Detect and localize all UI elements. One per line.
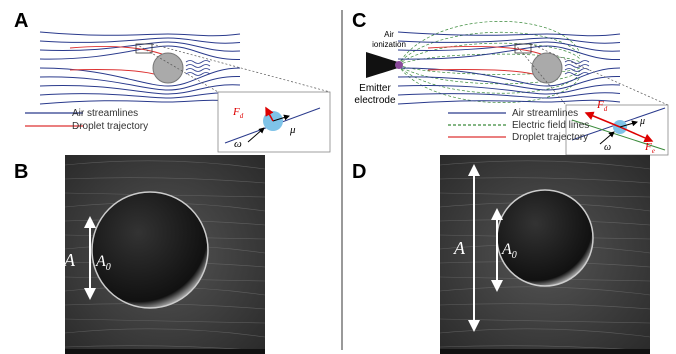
legend-text: Electric field lines — [512, 120, 589, 131]
streamline — [398, 100, 620, 104]
annotation: ionization — [372, 40, 406, 49]
streamline — [398, 93, 620, 98]
annotation: electrode — [354, 95, 396, 106]
streamline — [398, 76, 620, 90]
amplitude-label: A — [453, 238, 466, 258]
droplet-image — [92, 192, 208, 308]
wake — [565, 65, 589, 68]
streamline — [40, 100, 240, 104]
panel-label: C — [352, 10, 366, 32]
symbol: A — [95, 253, 106, 270]
legend-text: Droplet trajectory — [512, 132, 588, 143]
omega-label: ω — [234, 138, 242, 150]
figure: A B C D Air streamlines Droplet trajecto… — [0, 0, 676, 354]
subscript: 0 — [106, 262, 111, 273]
legend-text: Air streamlines — [512, 108, 578, 119]
panel-label: A — [14, 10, 28, 32]
mu-label: μ — [289, 124, 296, 136]
legend-text: Air streamlines — [72, 108, 138, 119]
subscript: d — [604, 105, 608, 113]
panel-label: D — [352, 161, 366, 183]
emitter — [366, 52, 398, 78]
scale-bar — [440, 349, 650, 354]
streamline — [398, 85, 620, 94]
subscript: d — [240, 112, 244, 120]
ionization-spot — [395, 61, 403, 69]
obstacle — [153, 53, 183, 83]
legend-text: Droplet trajectory — [72, 121, 148, 132]
symbol: A — [501, 241, 512, 258]
streamline — [40, 32, 240, 36]
annotation: Emitter — [359, 83, 391, 94]
droplet-image — [497, 190, 593, 286]
scale-bar — [65, 349, 265, 354]
amplitude-label: A — [63, 250, 76, 270]
omega-label: ω — [604, 142, 611, 153]
streamline — [40, 38, 240, 43]
streamline — [398, 32, 620, 36]
wake — [186, 61, 210, 64]
subscript: e — [652, 147, 655, 155]
wake — [186, 65, 210, 68]
subscript: 0 — [512, 250, 517, 261]
panel-label: B — [14, 161, 28, 183]
streamline — [40, 76, 240, 90]
streamline — [40, 93, 240, 98]
annotation: Air — [384, 30, 394, 39]
obstacle — [532, 53, 562, 83]
layout — [25, 21, 668, 354]
mu-label: μ — [639, 116, 645, 127]
streamline — [398, 38, 620, 43]
wake — [186, 69, 210, 72]
